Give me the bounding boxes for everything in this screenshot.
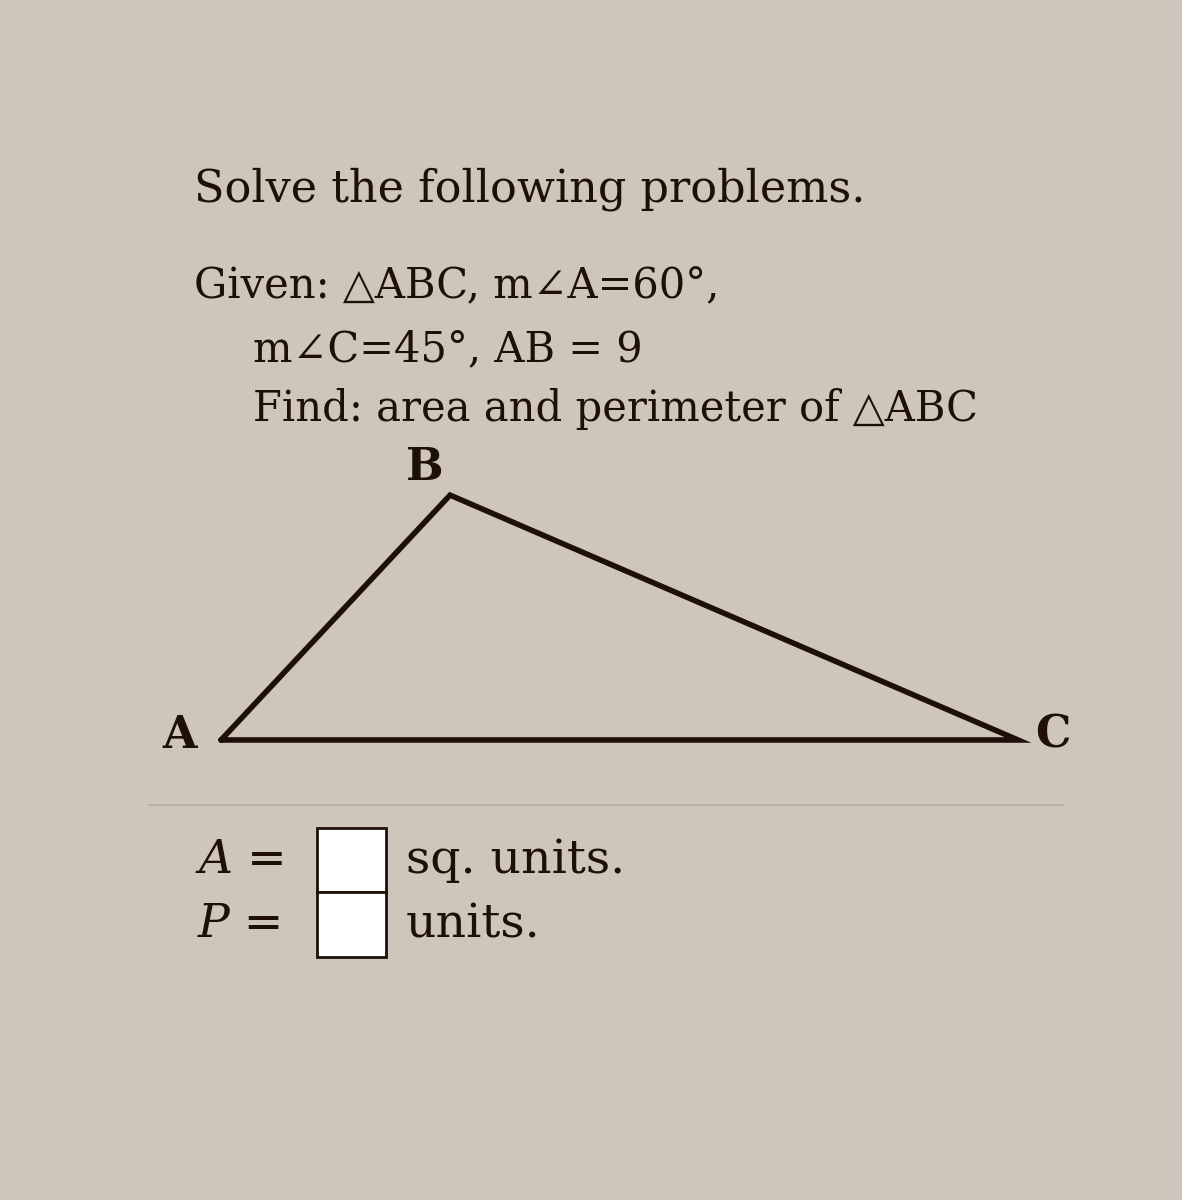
Text: B: B [405, 446, 443, 488]
Text: A: A [163, 714, 197, 757]
Text: m∠C=45°, AB = 9: m∠C=45°, AB = 9 [253, 329, 643, 371]
Text: Solve the following problems.: Solve the following problems. [194, 167, 865, 211]
Text: units.: units. [407, 902, 540, 948]
Text: C: C [1035, 714, 1071, 757]
Text: P =: P = [199, 902, 285, 948]
Bar [317, 828, 385, 893]
Text: Given: △ABC, m∠A=60°,: Given: △ABC, m∠A=60°, [194, 264, 719, 306]
Bar [317, 893, 385, 958]
Text: sq. units.: sq. units. [407, 838, 625, 883]
Text: A =: A = [199, 838, 287, 883]
Text: Find: area and perimeter of △ABC: Find: area and perimeter of △ABC [253, 388, 978, 430]
